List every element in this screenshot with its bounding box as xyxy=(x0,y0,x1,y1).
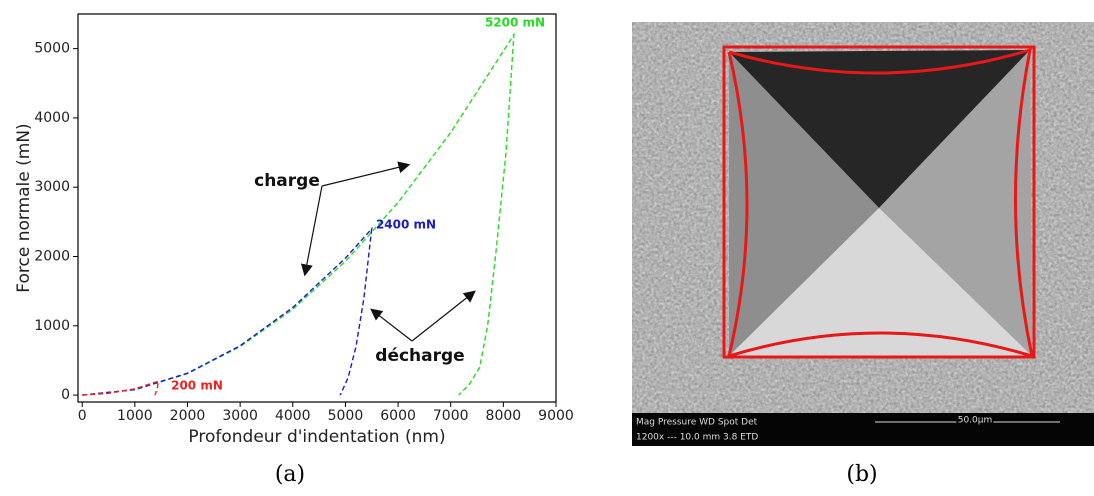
series-line xyxy=(82,380,160,396)
annotation: charge xyxy=(254,171,320,191)
y-axis-title: Force normale (mN) xyxy=(14,123,34,292)
arrow xyxy=(370,308,413,342)
arrows xyxy=(300,161,476,342)
info-text: Mag Pressure WD Spot Det xyxy=(636,418,758,428)
annotation: décharge xyxy=(375,346,464,366)
arrow xyxy=(300,185,323,277)
sem-image: Mag Pressure WD Spot Det 1200x --- 10.0 … xyxy=(632,22,1094,446)
facet xyxy=(879,50,1032,356)
series-line xyxy=(82,32,515,396)
axes-frame xyxy=(77,13,557,403)
outline xyxy=(722,45,1036,359)
y-tick-label: 1000 xyxy=(34,318,70,334)
series-label: 2400 mN xyxy=(376,218,436,232)
facet xyxy=(729,50,1030,208)
x-tick-label: 4000 xyxy=(275,408,311,424)
x-tick-label: 7000 xyxy=(433,408,469,424)
y-tick-label: 0 xyxy=(61,387,70,403)
info-bar xyxy=(632,413,1094,446)
x-tick-label: 9000 xyxy=(538,408,574,424)
arrow xyxy=(411,290,476,342)
outline-square xyxy=(722,45,1036,359)
scale-text: 50.0µm xyxy=(958,416,993,426)
y-tick-label: 5000 xyxy=(34,41,70,57)
x-axis-title: Profondeur d'indentation (nm) xyxy=(188,427,445,447)
arrow xyxy=(321,161,411,187)
plot-area: 0 1000 2000 3000 4000 5000 6000 7000 8000 9000 0 10… xyxy=(34,13,574,424)
y-tick-label: 2000 xyxy=(34,249,70,265)
series-line xyxy=(82,226,373,396)
y-tick-label: 4000 xyxy=(34,110,70,126)
x-tick-label: 3000 xyxy=(222,408,258,424)
x-tick-label: 6000 xyxy=(380,408,416,424)
x-tick-label: 5000 xyxy=(328,408,364,424)
series-label: 200 mN xyxy=(171,379,223,393)
outline-curve xyxy=(726,47,1034,359)
series-label: 5200 mN xyxy=(485,16,545,30)
panel-label: (a) xyxy=(275,462,305,487)
x-tick-label: 2000 xyxy=(170,408,206,424)
facet xyxy=(729,208,1032,356)
y-tick-label: 3000 xyxy=(34,179,70,195)
x-tick-label: 8000 xyxy=(486,408,522,424)
facet xyxy=(729,52,879,356)
x-tick-label: 1000 xyxy=(117,408,153,424)
x-tick-label: 0 xyxy=(78,408,87,424)
panel-label: (b) xyxy=(846,462,877,487)
info-text: 1200x --- 10.0 mm 3.8 ETD xyxy=(636,433,758,443)
